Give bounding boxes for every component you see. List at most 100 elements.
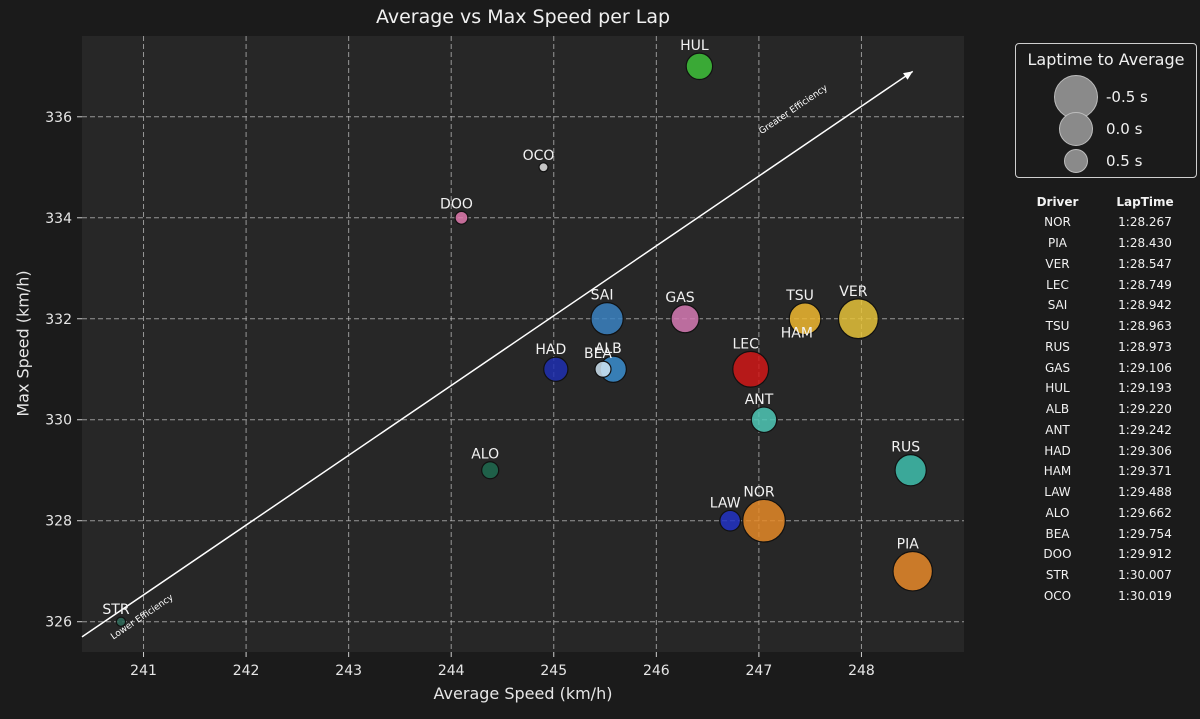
- laptime-cell: 1:30.019: [1118, 588, 1172, 603]
- laptime-cell: 1:28.973: [1118, 339, 1172, 354]
- point-str: [115, 616, 127, 627]
- x-tick-label: 248: [848, 663, 875, 679]
- arrow-head: [903, 71, 913, 80]
- driver-cell: STR: [1045, 568, 1070, 583]
- driver-cell: ALB: [1045, 402, 1070, 417]
- plot-area: [82, 36, 964, 652]
- driver-cell: GAS: [1044, 360, 1071, 375]
- x-axis-label: Average Speed (km/h): [433, 684, 613, 703]
- point-law: [719, 509, 742, 532]
- legend-entry: 0.5 s: [1016, 146, 1196, 176]
- y-tick-label: 336: [45, 110, 72, 126]
- label-sai: SAI: [591, 288, 614, 304]
- driver-cell: VER: [1045, 256, 1070, 271]
- legend-marker: [1064, 149, 1088, 173]
- y-tick-label: 330: [45, 413, 72, 429]
- point-bea: [594, 360, 612, 378]
- point-nor: [742, 498, 786, 543]
- table-row: BEA 1:29.754: [1020, 523, 1195, 544]
- laptime-cell: 1:28.942: [1118, 298, 1172, 313]
- label-ver: VER: [839, 284, 867, 300]
- x-tick-label: 245: [540, 663, 567, 679]
- label-nor: NOR: [743, 484, 774, 500]
- label-had: HAD: [535, 342, 566, 358]
- driver-cell: ALO: [1045, 505, 1070, 520]
- laptime-cell: 1:29.242: [1118, 422, 1172, 437]
- laptime-cell: 1:29.193: [1118, 381, 1172, 396]
- laptime-cell: 1:29.488: [1118, 485, 1172, 500]
- label-rus: RUS: [891, 440, 920, 456]
- label-ant: ANT: [745, 392, 774, 408]
- column-header-driver: Driver: [1036, 195, 1079, 209]
- legend-entry: -0.5 s: [1016, 75, 1196, 119]
- label-alb: ALB: [595, 341, 622, 357]
- x-tick-label: 244: [438, 663, 465, 679]
- grid: [82, 36, 964, 652]
- table-row: STR 1:30.007: [1020, 565, 1195, 586]
- point-ant: [750, 406, 778, 434]
- table-row: OCO 1:30.019: [1020, 586, 1195, 607]
- legend-title: Laptime to Average: [1027, 50, 1185, 69]
- laptime-table: Driver LapTime NOR 1:28.267 PIA 1:28.430 VER…: [1020, 192, 1195, 606]
- label-oco: OCO: [523, 148, 555, 164]
- table-row: RUS 1:28.973: [1020, 337, 1195, 358]
- driver-cell: OCO: [1043, 588, 1072, 603]
- laptime-cell: 1:29.220: [1118, 402, 1172, 417]
- point-tsu: [788, 302, 822, 336]
- laptime-cell: 1:28.547: [1118, 256, 1172, 271]
- legend: Laptime to Average -0.5 s 0.0 s 0.5 s: [1015, 43, 1197, 178]
- x-tick-label: 247: [746, 663, 773, 679]
- y-tick-label: 328: [45, 514, 72, 530]
- legend-marker: [1059, 112, 1093, 146]
- laptime-cell: 1:30.007: [1118, 568, 1172, 583]
- laptime-cell: 1:29.754: [1118, 526, 1172, 541]
- label-alo: ALO: [471, 447, 499, 463]
- driver-cell: HAM: [1043, 464, 1072, 479]
- table-row: NOR 1:28.267: [1020, 212, 1195, 233]
- table-row: PIA 1:28.430: [1020, 233, 1195, 254]
- data-points: [115, 52, 934, 627]
- legend-label: 0.5 s: [1106, 152, 1143, 170]
- driver-cell: NOR: [1044, 215, 1071, 230]
- chart-title: Average vs Max Speed per Lap: [375, 6, 671, 28]
- x-tick-label: 242: [233, 663, 260, 679]
- point-oco: [538, 162, 549, 173]
- y-axis-label: Max Speed (km/h): [13, 270, 33, 417]
- table-row: ALO 1:29.662: [1020, 503, 1195, 524]
- laptime-cell: 1:29.371: [1118, 464, 1172, 479]
- driver-cell: HAD: [1044, 443, 1071, 458]
- driver-cell: DOO: [1043, 547, 1072, 562]
- table-row: ANT 1:29.242: [1020, 420, 1195, 441]
- arrow-shaft: [81, 70, 914, 638]
- legend-label: -0.5 s: [1106, 88, 1148, 106]
- label-doo: DOO: [440, 196, 473, 212]
- laptime-cell: 1:28.430: [1118, 236, 1172, 251]
- driver-cell: LAW: [1044, 485, 1071, 500]
- point-pia: [892, 550, 934, 592]
- table-row: LEC 1:28.749: [1020, 274, 1195, 295]
- table-row: TSU 1:28.963: [1020, 316, 1195, 337]
- label-lec: LEC: [732, 336, 759, 352]
- laptime-cell: 1:28.267: [1118, 215, 1172, 230]
- label-gas: GAS: [665, 290, 694, 306]
- laptime-cell: 1:28.963: [1118, 319, 1172, 334]
- driver-cell: HUL: [1045, 381, 1070, 396]
- driver-cell: LEC: [1046, 277, 1069, 292]
- label-pia: PIA: [897, 537, 920, 553]
- column-header-laptime: LapTime: [1116, 195, 1174, 209]
- table-row: DOO 1:29.912: [1020, 544, 1195, 565]
- label-bea: BEA: [584, 346, 612, 362]
- table-body: NOR 1:28.267 PIA 1:28.430 VER 1:28.547 LEC 1:28…: [1020, 212, 1195, 606]
- label-hul: HUL: [680, 38, 709, 54]
- laptime-cell: 1:29.662: [1118, 505, 1172, 520]
- driver-cell: PIA: [1048, 236, 1067, 251]
- legend-entry: 0.0 s: [1016, 112, 1196, 146]
- label-law: LAW: [710, 495, 741, 511]
- point-had: [543, 356, 569, 382]
- point-alo: [481, 461, 500, 480]
- driver-cell: TSU: [1045, 319, 1070, 334]
- table-row: VER 1:28.547: [1020, 254, 1195, 275]
- point-doo: [454, 210, 469, 225]
